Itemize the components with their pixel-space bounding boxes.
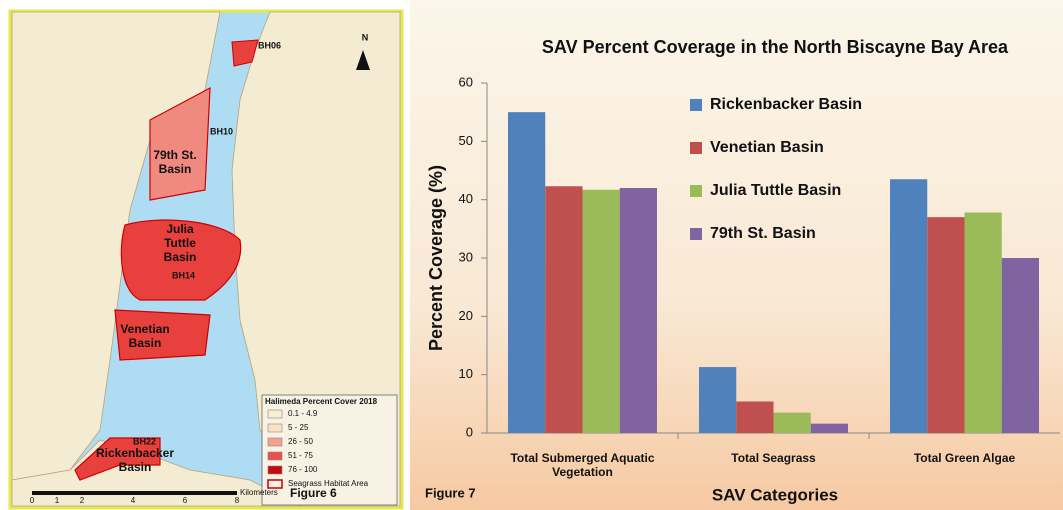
scale-tick: 8 (235, 496, 240, 505)
x-tick-label: Total Submerged Aquatic Vegetation (510, 451, 655, 479)
legend-label: 0.1 - 4.9 (288, 409, 318, 418)
map-legend: Halimeda Percent Cover 2018 0.1 - 4.9 5 -… (261, 394, 398, 506)
y-tick-label: 20 (459, 308, 473, 323)
y-tick-label: 0 (466, 424, 473, 439)
legend-label: Rickenbacker Basin (710, 96, 862, 113)
legend-label: 76 - 100 (288, 465, 318, 474)
site-label: BH22 (133, 436, 156, 446)
y-tick-label: 10 (459, 366, 473, 381)
legend-label: Julia Tuttle Basin (710, 182, 841, 199)
basin-79th (149, 86, 211, 201)
bar (927, 217, 965, 433)
basin-label: Julia Tuttle Basin (163, 222, 197, 264)
bar (964, 212, 1002, 433)
x-tick-label: Total Seagrass (731, 451, 816, 465)
scale-unit: Kilometers (240, 488, 278, 497)
legend-swatch (267, 479, 283, 489)
legend-label: 26 - 50 (288, 437, 313, 446)
figure-label: Figure 6 (290, 486, 337, 500)
legend-box (261, 394, 398, 506)
x-tick-label: Total Green Algae (913, 451, 1016, 465)
north-arrow (356, 50, 370, 70)
x-tick-label: Total Seagrass (731, 451, 816, 465)
bar (810, 423, 848, 433)
basin-venetian (114, 309, 211, 361)
basin-label: Venetian Basin (120, 322, 170, 350)
map: N BH06 BH10 BH14 BH22 79th St. Basin Jul… (8, 9, 404, 510)
y-tick-label: 30 (459, 249, 473, 264)
basin-label: 79th St. Basin (153, 148, 197, 176)
basin-julia (120, 219, 242, 301)
legend-label: 5 - 25 (288, 423, 309, 432)
chart-title: SAV Percent Coverage in the North Biscay… (542, 37, 1009, 57)
site-label: BH14 (172, 270, 195, 280)
y-axis-label: Percent Coverage (%) (426, 165, 446, 351)
legend-swatch (267, 437, 283, 447)
scale-bar: Kilometers 0 1 2 4 6 8 (30, 488, 278, 505)
barrier-island (231, 11, 401, 507)
site-bh06-area (231, 39, 259, 67)
basin-label: Venetian Basin (120, 322, 170, 350)
north-label: N (362, 32, 369, 42)
basin-label: 79th St. Basin (153, 148, 197, 176)
bar (508, 112, 546, 434)
legend-swatch (267, 409, 283, 419)
legend-swatch (690, 185, 702, 197)
y-tick-label: 50 (459, 133, 473, 148)
y-tick-label: 60 (459, 74, 473, 89)
bar (1001, 258, 1039, 433)
legend-label: Venetian Basin (710, 139, 824, 156)
legend-swatch (690, 228, 702, 240)
scale-tick: 2 (80, 496, 85, 505)
bar (699, 367, 737, 433)
legend-swatch (690, 99, 702, 111)
x-tick-label: Total Green Algae (913, 451, 1016, 465)
key (11, 439, 301, 507)
basin-label: Rickenbacker Basin (95, 446, 175, 474)
site-label: BH06 (258, 40, 281, 50)
basin-label: Julia Tuttle Basin (163, 222, 197, 264)
scale-tick: 6 (183, 496, 188, 505)
scale-tick: 1 (55, 496, 60, 505)
legend-label: Seagrass Habitat Area (288, 479, 369, 488)
x-axis-label: SAV Categories (712, 485, 838, 504)
site-label: BH10 (210, 126, 233, 136)
legend-swatch (690, 142, 702, 154)
basin-rickenbacker (74, 437, 161, 481)
scale-tick: 4 (131, 496, 136, 505)
legend-label: 51 - 75 (288, 451, 313, 460)
legend-swatch (267, 451, 283, 461)
y-tick-label: 40 (459, 191, 473, 206)
bar (619, 188, 657, 433)
bar (890, 179, 928, 433)
figure-label: Figure 7 (425, 485, 476, 500)
basin-label: Rickenbacker Basin (95, 446, 175, 474)
scale-line (32, 491, 237, 495)
scale-tick: 0 (30, 496, 35, 505)
bar (773, 412, 811, 433)
legend-swatch (267, 423, 283, 433)
legend-label: 79th St. Basin (710, 225, 816, 242)
bar (582, 189, 620, 433)
legend-swatch (267, 465, 283, 475)
x-tick-label: Total Submerged Aquatic Vegetation (510, 451, 655, 479)
bar (736, 401, 774, 433)
bar (545, 186, 583, 433)
legend-title: Halimeda Percent Cover 2018 (265, 397, 378, 406)
